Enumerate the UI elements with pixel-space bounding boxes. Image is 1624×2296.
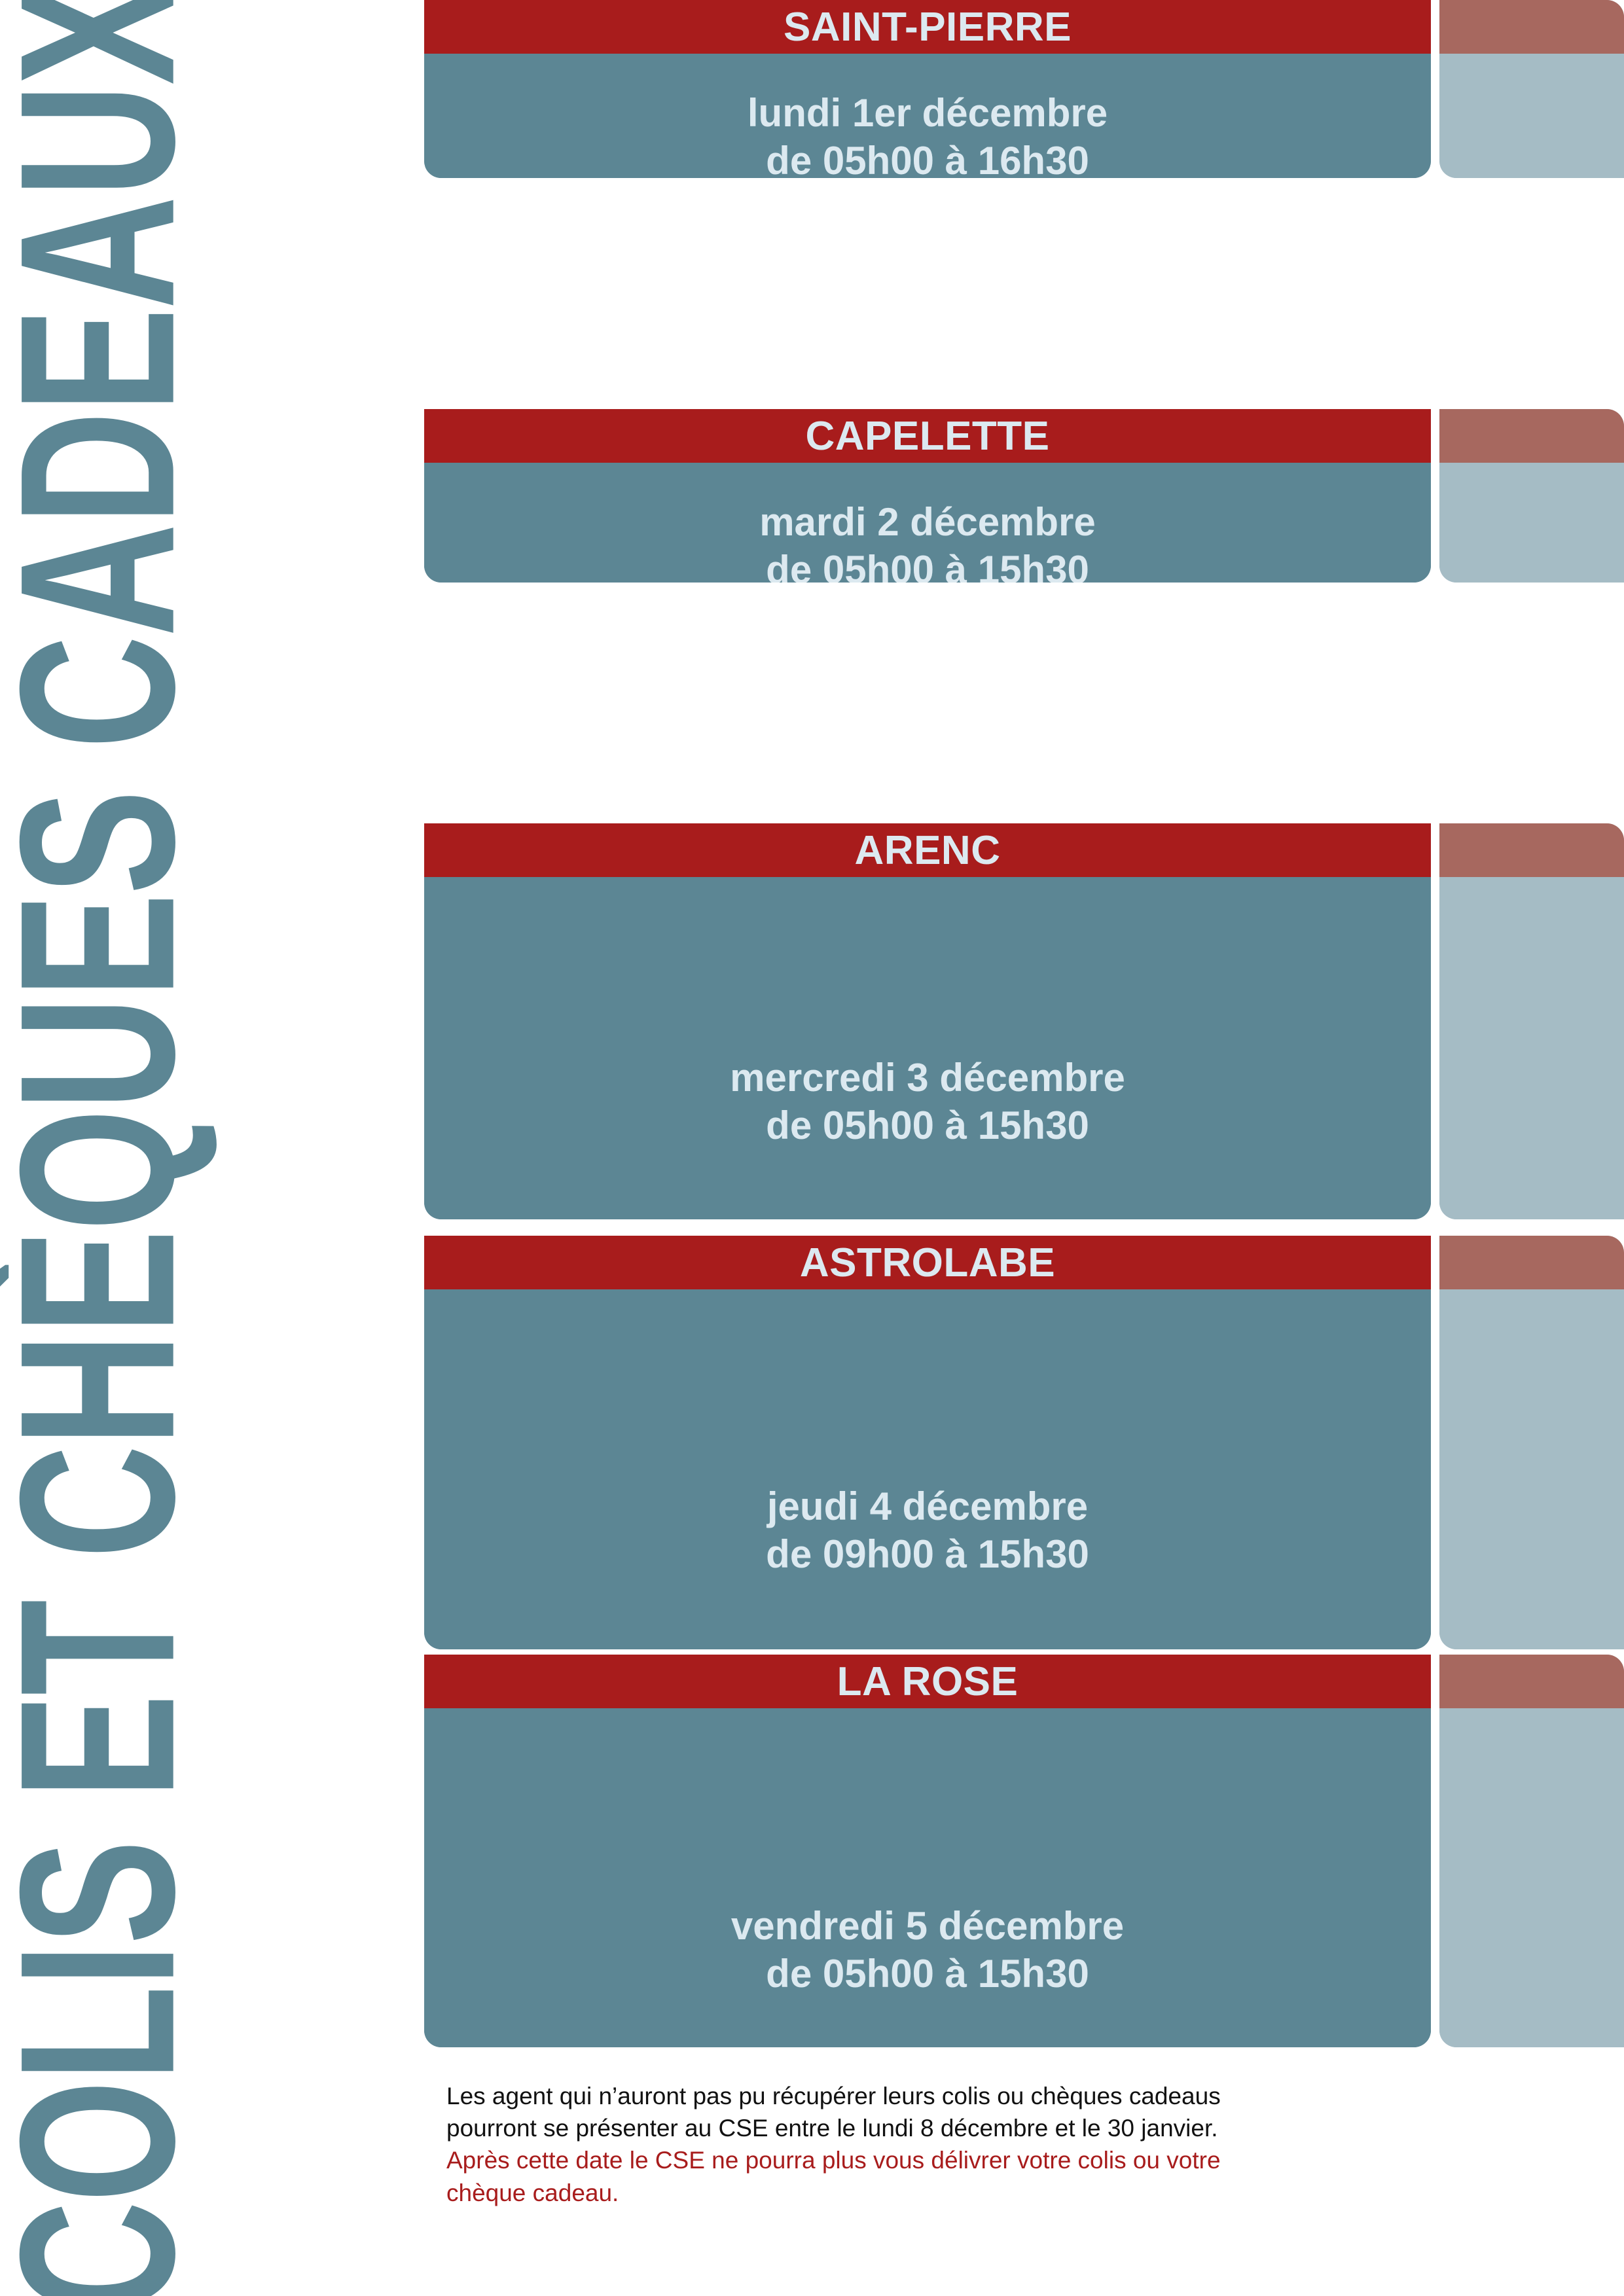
venue-card-body: mardi 2 décembre de 05h00 à 15h30 xyxy=(424,463,1431,583)
footnote-line-3: Après cette date le CSE ne pourra plus v… xyxy=(446,2147,1221,2174)
ghost-card-header xyxy=(1439,1236,1624,1289)
ghost-card-header xyxy=(1439,1655,1624,1708)
ghost-card-body xyxy=(1439,1708,1624,2047)
venue-card-header: CAPELETTE xyxy=(424,409,1431,463)
venue-hours: de 05h00 à 15h30 xyxy=(766,1952,1089,1996)
venue-hours: de 05h00 à 15h30 xyxy=(766,1103,1089,1148)
vertical-title-rotor: COLIS ET CHÈQUES CADEAUX xyxy=(0,0,221,2296)
ghost-card xyxy=(1439,823,1624,1219)
footnote-line-1: Les agent qui n’auront pas pu récupérer … xyxy=(446,2083,1221,2109)
venue-card-la-rose[interactable]: LA ROSE vendredi 5 décembre de 05h00 à 1… xyxy=(424,1655,1431,2047)
ghost-card-header xyxy=(1439,409,1624,463)
footnote-block: Les agent qui n’auront pas pu récupérer … xyxy=(446,2080,1468,2209)
vertical-title-rail: COLIS ET CHÈQUES CADEAUX xyxy=(0,0,221,2296)
venue-card-body: vendredi 5 décembre de 05h00 à 15h30 xyxy=(424,1708,1431,2047)
venue-hours: de 05h00 à 16h30 xyxy=(766,139,1089,178)
venue-name: SAINT-PIERRE xyxy=(783,4,1072,50)
footnote-line-2: pourront se présenter au CSE entre le lu… xyxy=(446,2115,1218,2142)
ghost-card-body xyxy=(1439,463,1624,583)
venue-card-header: SAINT-PIERRE xyxy=(424,0,1431,54)
venue-hours: de 05h00 à 15h30 xyxy=(766,548,1089,583)
venue-card-header: ARENC xyxy=(424,823,1431,877)
venue-date: mercredi 3 décembre xyxy=(730,1056,1125,1100)
venue-card-astrolabe[interactable]: ASTROLABE jeudi 4 décembre de 09h00 à 15… xyxy=(424,1236,1431,1649)
venue-card-header: ASTROLABE xyxy=(424,1236,1431,1289)
venue-card-saint-pierre[interactable]: SAINT-PIERRE lundi 1er décembre de 05h00… xyxy=(424,0,1431,178)
ghost-card-strip xyxy=(1439,0,1624,2049)
ghost-card-body xyxy=(1439,1289,1624,1649)
venue-date: vendredi 5 décembre xyxy=(731,1904,1125,1948)
venue-card-arenc[interactable]: ARENC mercredi 3 décembre de 05h00 à 15h… xyxy=(424,823,1431,1219)
ghost-card-body xyxy=(1439,54,1624,178)
ghost-card-header xyxy=(1439,823,1624,877)
venue-name: ARENC xyxy=(854,827,1001,873)
ghost-card-header xyxy=(1439,0,1624,54)
ghost-card xyxy=(1439,1655,1624,2047)
venue-card-header: LA ROSE xyxy=(424,1655,1431,1708)
venue-date: lundi 1er décembre xyxy=(747,91,1108,135)
page-title: COLIS ET CHÈQUES CADEAUX xyxy=(0,0,221,2296)
ghost-card xyxy=(1439,409,1624,583)
ghost-card xyxy=(1439,1236,1624,1649)
venue-card-body: mercredi 3 décembre de 05h00 à 15h30 xyxy=(424,877,1431,1219)
ghost-card-body xyxy=(1439,877,1624,1219)
venue-card-body: jeudi 4 décembre de 09h00 à 15h30 xyxy=(424,1289,1431,1649)
venue-hours: de 09h00 à 15h30 xyxy=(766,1532,1089,1577)
venue-card-capelette[interactable]: CAPELETTE mardi 2 décembre de 05h00 à 15… xyxy=(424,409,1431,583)
venue-name: CAPELETTE xyxy=(805,413,1050,459)
ghost-card xyxy=(1439,0,1624,178)
footnote-line-4: chèque cadeau. xyxy=(446,2179,619,2206)
card-list: SAINT-PIERRE lundi 1er décembre de 05h00… xyxy=(424,0,1431,2049)
venue-name: LA ROSE xyxy=(837,1659,1019,1704)
venue-date: mardi 2 décembre xyxy=(759,500,1096,544)
venue-card-body: lundi 1er décembre de 05h00 à 16h30 xyxy=(424,54,1431,178)
venue-date: jeudi 4 décembre xyxy=(767,1484,1089,1528)
venue-name: ASTROLABE xyxy=(799,1240,1056,1285)
